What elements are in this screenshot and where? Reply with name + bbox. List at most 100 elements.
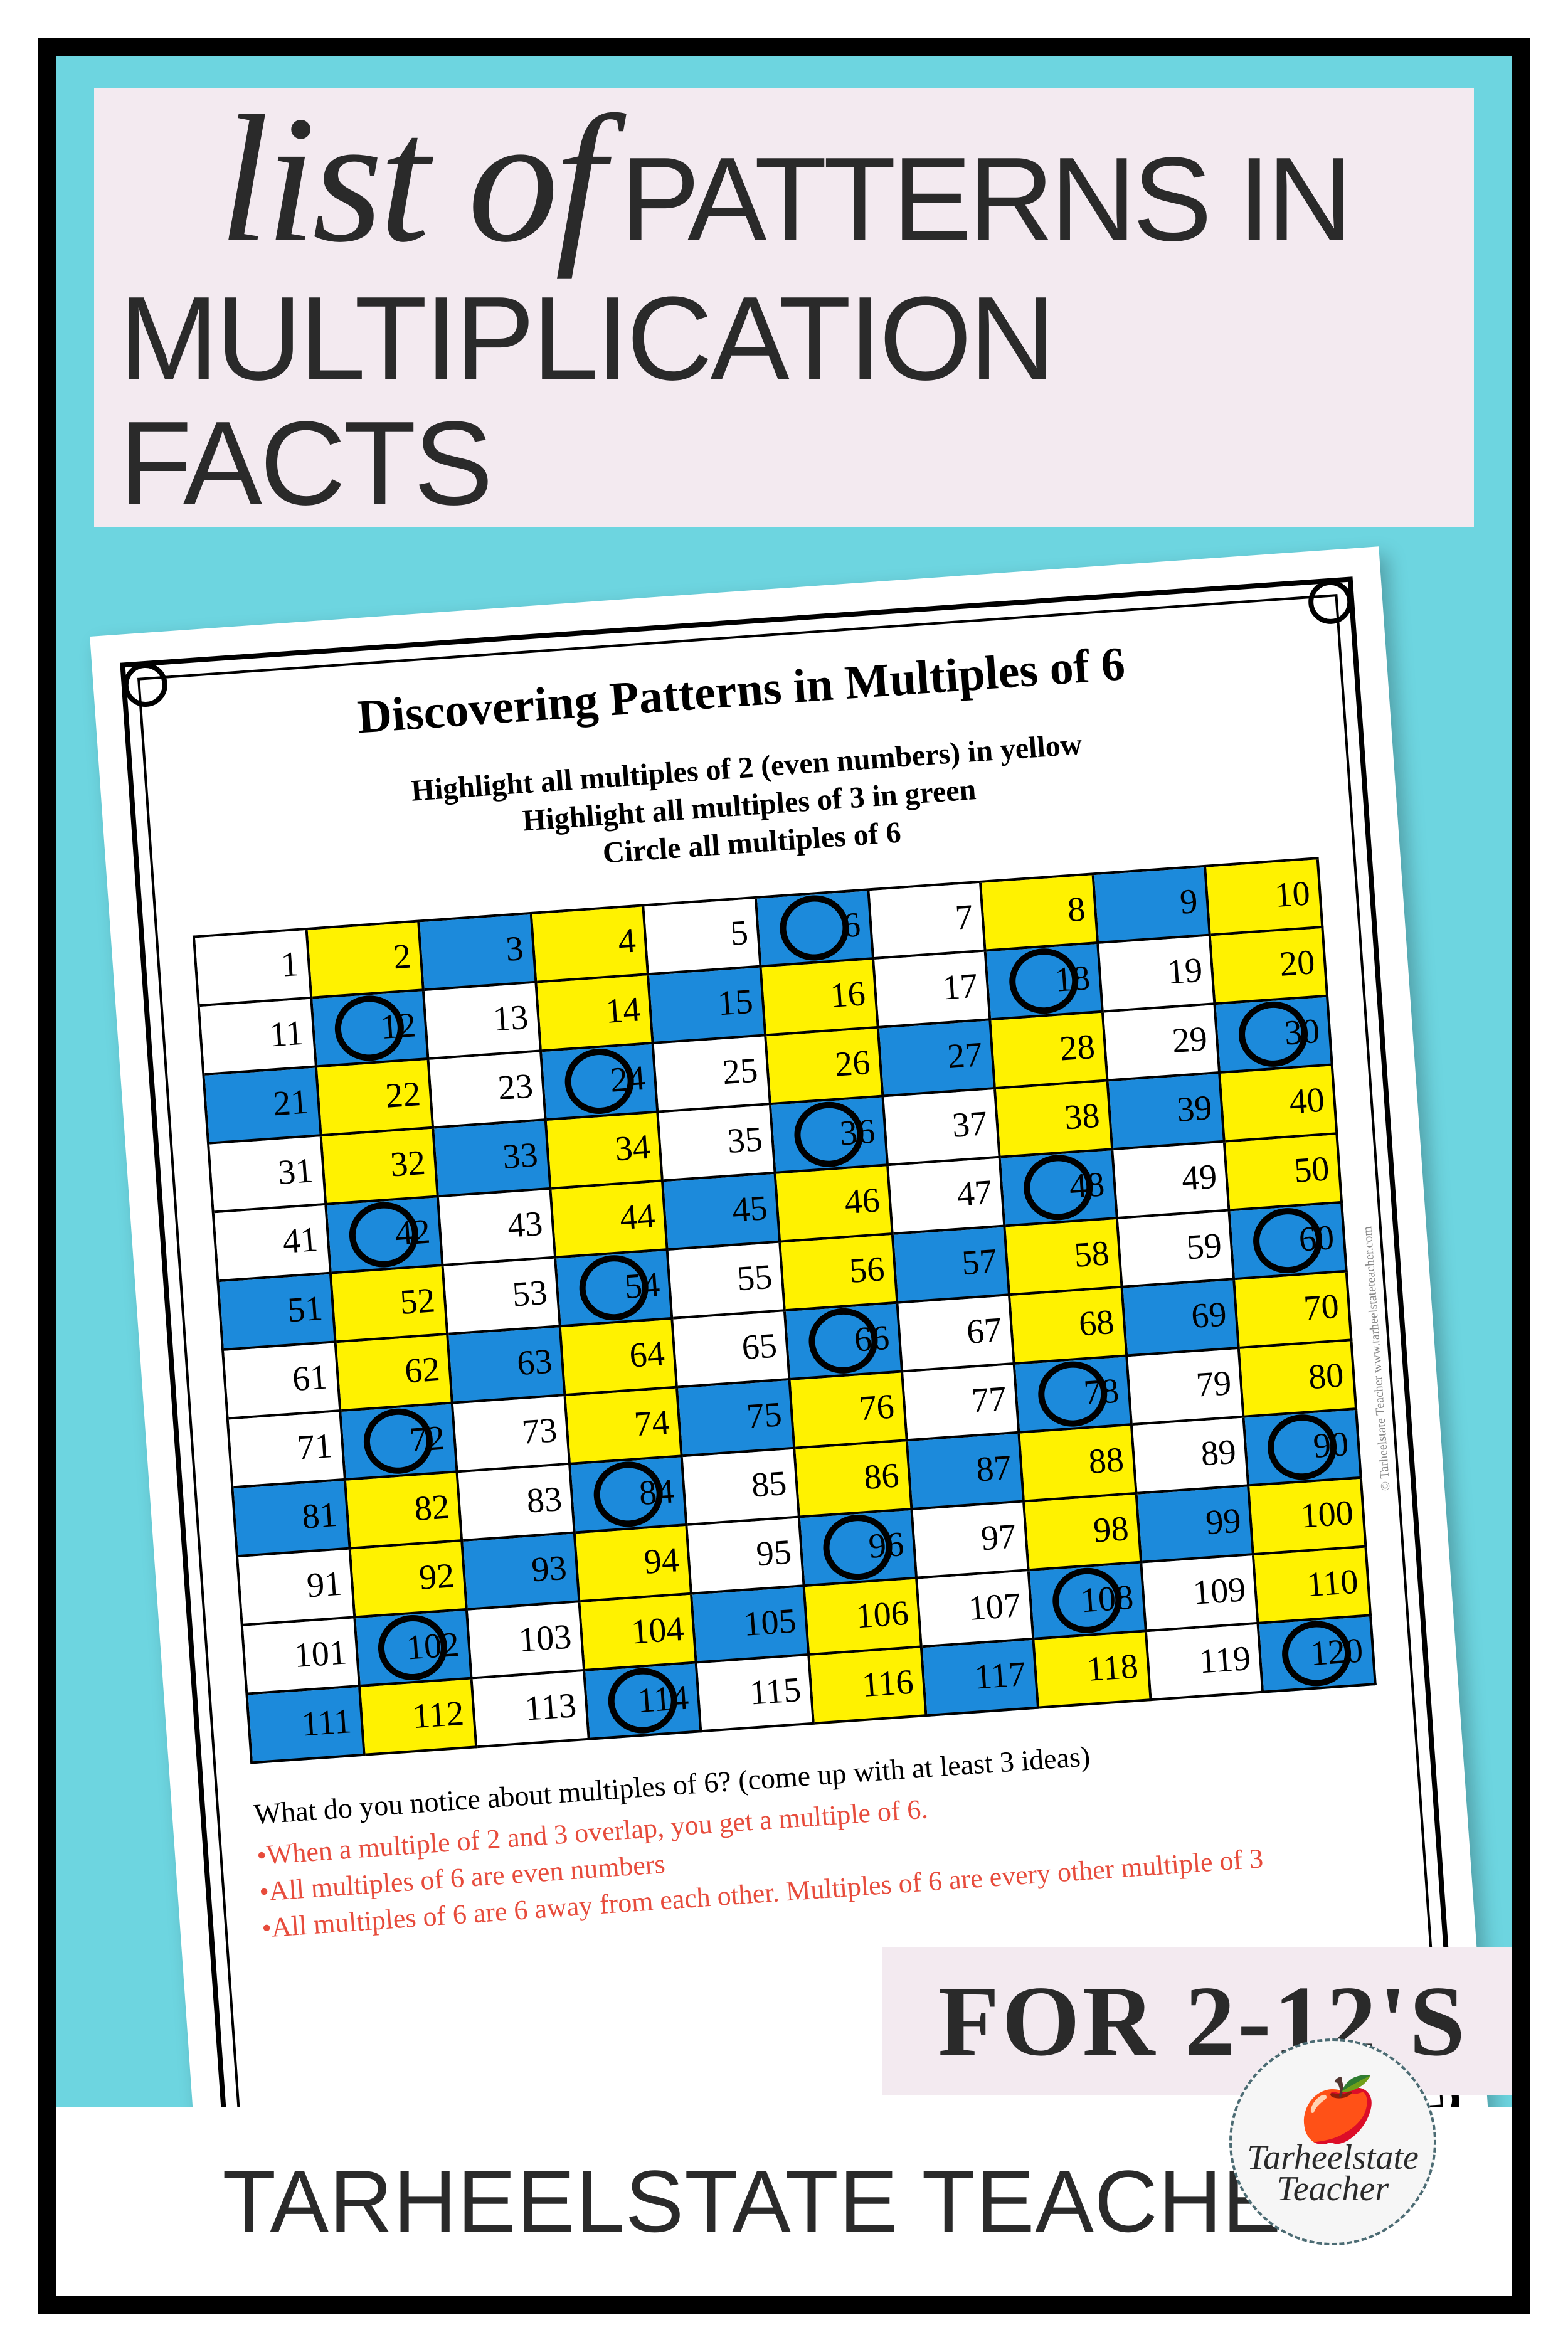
grid-cell: 31 bbox=[209, 1136, 327, 1213]
circle-mark bbox=[591, 1459, 665, 1529]
grid-cell: 28 bbox=[992, 1013, 1109, 1089]
grid-cell: 83 bbox=[458, 1465, 576, 1542]
number-grid: 1234567891011121314151617181920212223242… bbox=[193, 857, 1377, 1764]
page-frame: list of PATTERNS IN MULTIPLICATION FACTS… bbox=[38, 38, 1530, 2314]
grid-cell: 106 bbox=[805, 1579, 923, 1656]
grid-cell: 49 bbox=[1113, 1143, 1231, 1219]
circle-mark bbox=[1036, 1359, 1110, 1429]
title-rest1: PATTERNS IN bbox=[620, 140, 1349, 259]
grid-cell: 26 bbox=[766, 1029, 884, 1105]
grid-cell: 84 bbox=[571, 1457, 688, 1534]
grid-cell: 78 bbox=[1015, 1357, 1133, 1433]
logo-text: TarheelstateTeacher bbox=[1247, 2142, 1419, 2205]
grid-cell: 116 bbox=[810, 1648, 927, 1724]
grid-cell: 97 bbox=[913, 1502, 1030, 1579]
footer-text: TARHEELSTATE TEACHER bbox=[222, 2151, 1345, 2252]
grid-cell: 90 bbox=[1245, 1410, 1362, 1486]
grid-cell: 9 bbox=[1094, 867, 1211, 944]
grid-cell: 44 bbox=[551, 1182, 669, 1258]
grid-cell: 114 bbox=[585, 1663, 702, 1740]
circle-mark bbox=[1237, 999, 1310, 1069]
grid-cell: 73 bbox=[453, 1396, 571, 1473]
grid-cell: 17 bbox=[874, 951, 992, 1028]
title-banner: list of PATTERNS IN MULTIPLICATION FACTS bbox=[94, 88, 1474, 527]
title-line2: MULTIPLICATION FACTS bbox=[119, 277, 1449, 527]
grid-cell: 77 bbox=[903, 1365, 1020, 1441]
circle-mark bbox=[792, 1099, 866, 1169]
grid-cell: 117 bbox=[923, 1640, 1040, 1717]
grid-cell: 25 bbox=[654, 1036, 771, 1113]
grid-cell: 12 bbox=[312, 991, 430, 1067]
grid-cell: 41 bbox=[215, 1205, 332, 1282]
grid-cell: 86 bbox=[795, 1441, 913, 1518]
grid-cell: 70 bbox=[1236, 1273, 1353, 1349]
circle-mark bbox=[1007, 946, 1081, 1015]
grid-cell: 60 bbox=[1231, 1204, 1348, 1280]
circle-mark bbox=[807, 1306, 880, 1375]
grid-cell: 74 bbox=[566, 1388, 683, 1465]
grid-cell: 11 bbox=[200, 999, 317, 1076]
grid-cell: 101 bbox=[243, 1618, 361, 1695]
circle-mark bbox=[563, 1046, 636, 1116]
grid-cell: 119 bbox=[1147, 1624, 1264, 1701]
grid-cell: 111 bbox=[248, 1687, 366, 1764]
grid-cell: 79 bbox=[1128, 1349, 1245, 1426]
grid-cell: 39 bbox=[1108, 1074, 1226, 1150]
grid-cell: 102 bbox=[356, 1611, 473, 1687]
grid-cell: 57 bbox=[893, 1227, 1010, 1303]
grid-cell: 65 bbox=[674, 1311, 791, 1388]
grid-cell: 100 bbox=[1250, 1479, 1367, 1555]
grid-cell: 40 bbox=[1221, 1066, 1338, 1142]
grid-cell: 53 bbox=[444, 1258, 561, 1335]
grid-cell: 82 bbox=[346, 1473, 464, 1549]
circle-mark bbox=[1251, 1205, 1325, 1275]
grid-cell: 4 bbox=[532, 906, 650, 983]
grid-cell: 36 bbox=[771, 1097, 889, 1173]
grid-cell: 5 bbox=[645, 899, 762, 975]
circle-mark bbox=[1051, 1565, 1124, 1635]
grid-cell: 109 bbox=[1142, 1555, 1259, 1632]
grid-cell: 93 bbox=[464, 1534, 581, 1610]
grid-cell: 120 bbox=[1259, 1616, 1377, 1693]
grid-cell: 113 bbox=[473, 1671, 590, 1748]
grid-cell: 34 bbox=[547, 1113, 664, 1190]
grid-cell: 87 bbox=[908, 1434, 1025, 1510]
grid-cell: 33 bbox=[434, 1121, 551, 1197]
grid-cell: 20 bbox=[1211, 928, 1328, 1005]
grid-cell: 38 bbox=[996, 1081, 1113, 1158]
grid-cell: 105 bbox=[693, 1587, 810, 1663]
grid-cell: 55 bbox=[669, 1242, 786, 1319]
grid-cell: 6 bbox=[757, 891, 874, 967]
grid-cell: 68 bbox=[1010, 1288, 1128, 1365]
grid-cell: 29 bbox=[1104, 1005, 1221, 1081]
grid-cell: 98 bbox=[1025, 1495, 1142, 1571]
grid-cell: 115 bbox=[697, 1656, 815, 1732]
circle-mark bbox=[577, 1253, 650, 1323]
grid-cell: 18 bbox=[987, 944, 1104, 1020]
grid-cell: 7 bbox=[869, 883, 987, 960]
grid-cell: 47 bbox=[889, 1158, 1006, 1235]
grid-cell: 85 bbox=[683, 1449, 800, 1526]
grid-cell: 16 bbox=[762, 960, 879, 1036]
grid-cell: 80 bbox=[1240, 1341, 1357, 1417]
grid-cell: 118 bbox=[1035, 1632, 1152, 1708]
grid-cell: 23 bbox=[430, 1052, 547, 1128]
grid-cell: 24 bbox=[542, 1044, 659, 1121]
grid-cell: 66 bbox=[786, 1304, 903, 1380]
grid-cell: 67 bbox=[898, 1296, 1015, 1372]
circle-mark bbox=[1266, 1412, 1339, 1482]
grid-cell: 72 bbox=[341, 1404, 458, 1480]
grid-cell: 95 bbox=[688, 1518, 805, 1594]
grid-cell: 30 bbox=[1216, 997, 1333, 1074]
grid-cell: 56 bbox=[781, 1235, 898, 1311]
title-line1: list of PATTERNS IN bbox=[219, 88, 1350, 270]
grid-cell: 54 bbox=[556, 1251, 674, 1327]
grid-cell: 58 bbox=[1006, 1219, 1123, 1296]
grid-cell: 107 bbox=[918, 1571, 1035, 1648]
grid-cell: 94 bbox=[576, 1526, 693, 1602]
grid-cell: 112 bbox=[361, 1679, 478, 1756]
circle-mark bbox=[1280, 1619, 1353, 1688]
circle-mark bbox=[606, 1666, 679, 1735]
grid-cell: 46 bbox=[776, 1166, 894, 1242]
grid-cell: 92 bbox=[351, 1542, 468, 1618]
